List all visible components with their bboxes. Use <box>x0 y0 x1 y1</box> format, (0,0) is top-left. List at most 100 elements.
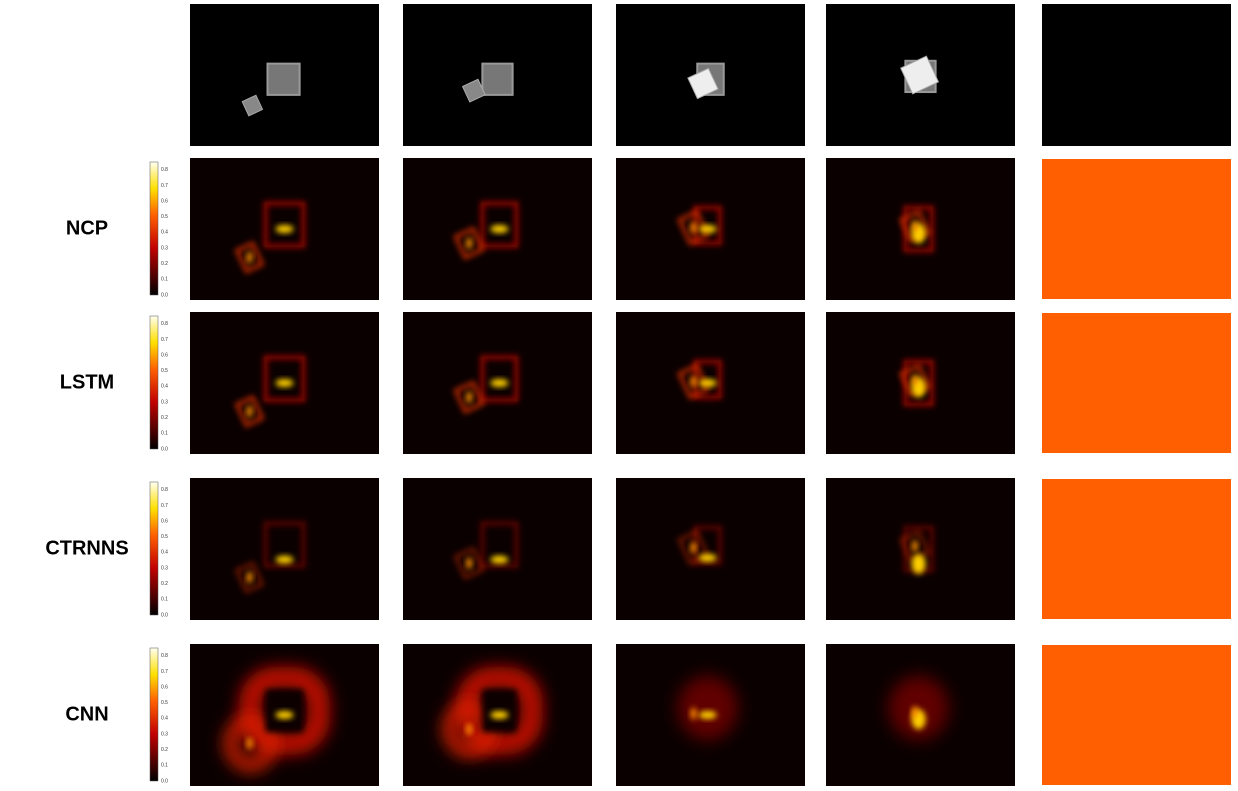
colorbar-tick: 0.0 <box>161 612 168 618</box>
colorbar-tick: 0.4 <box>161 550 168 556</box>
target-box <box>481 62 514 96</box>
glow <box>676 209 711 246</box>
colorbar-tick: 0.7 <box>161 669 168 675</box>
hotspot <box>275 379 294 387</box>
colorbar-tick: 0.2 <box>161 747 168 753</box>
glow <box>263 355 306 403</box>
colorbar-tick: 0.3 <box>161 731 168 737</box>
colorbar-tick: 0.5 <box>161 214 168 220</box>
colorbar-tick: 0.0 <box>161 292 168 298</box>
hotspot <box>246 251 253 264</box>
hotspot <box>246 737 253 750</box>
glow <box>677 675 738 740</box>
heatmap-bg <box>826 478 1015 620</box>
colorbar-tick: 0.7 <box>161 337 168 343</box>
heatmap <box>190 312 379 454</box>
glow <box>234 560 265 594</box>
colorbar-tick: 0.1 <box>161 763 168 769</box>
colorbar-tick: 0.6 <box>161 352 168 358</box>
hotspot <box>466 237 473 250</box>
input-frame <box>1042 4 1231 146</box>
glow <box>453 546 486 581</box>
colorbar-tick: 0.2 <box>161 581 168 587</box>
heatmap <box>616 478 805 620</box>
colorbar-tick: 0.2 <box>161 415 168 421</box>
hotspot <box>698 711 717 719</box>
colorbar-tick: 0.8 <box>161 487 168 493</box>
colorbar-tick: 0.4 <box>161 230 168 236</box>
colorbar-tick: 0.5 <box>161 368 168 374</box>
colorbar-tick: 0.4 <box>161 716 168 722</box>
hotspot <box>490 555 509 564</box>
heatmap-bg <box>403 478 592 620</box>
glow <box>234 394 265 428</box>
colorbar-tick: 0.3 <box>161 565 168 571</box>
colorbar-tick: 0.6 <box>161 684 168 690</box>
colorbar-tick: 0.1 <box>161 431 168 437</box>
hotspot <box>275 711 294 719</box>
colorbar <box>149 315 159 450</box>
hotspot <box>911 374 918 387</box>
row-label: CTRNNS <box>45 537 128 559</box>
heatmap <box>190 644 379 786</box>
hotspot <box>490 711 509 719</box>
colorbar-tick: 0.0 <box>161 446 168 452</box>
hotspot <box>690 707 697 720</box>
row-label: LSTM <box>60 371 114 393</box>
blank-map <box>1042 645 1231 785</box>
glow <box>239 667 330 755</box>
colorbar-tick: 0.5 <box>161 534 168 540</box>
hotspot <box>466 391 473 404</box>
colorbar-tick: 0.7 <box>161 503 168 509</box>
colorbar-tick: 0.0 <box>161 778 168 784</box>
colorbar-tick: 0.8 <box>161 167 168 173</box>
glow <box>263 521 306 569</box>
heatmap <box>616 312 805 454</box>
glow <box>224 715 277 772</box>
heatmap <box>826 478 1015 620</box>
hotspot <box>466 557 473 570</box>
hotspot <box>911 706 918 719</box>
glow <box>480 355 519 403</box>
blank-map <box>1042 313 1231 453</box>
colorbar-tick: 0.4 <box>161 384 168 390</box>
colorbar-tick: 0.5 <box>161 700 168 706</box>
colorbar-tick: 0.8 <box>161 321 168 327</box>
hotspot <box>690 221 697 234</box>
hotspot <box>690 375 697 388</box>
glow <box>453 226 486 261</box>
drone-box <box>900 55 940 95</box>
glow <box>676 529 711 566</box>
hotspot <box>246 405 253 418</box>
colorbar-tick: 0.3 <box>161 399 168 405</box>
hole <box>265 689 304 733</box>
colorbar-tick: 0.7 <box>161 183 168 189</box>
hole <box>482 689 517 733</box>
hotspot <box>490 379 509 387</box>
heatmap <box>403 478 592 620</box>
heatmap <box>190 158 379 300</box>
heatmap <box>826 644 1015 786</box>
glow <box>480 201 519 249</box>
colorbar-tick: 0.2 <box>161 261 168 267</box>
colorbar-tick: 0.3 <box>161 245 168 251</box>
hotspot <box>275 555 294 564</box>
heatmap <box>826 312 1015 454</box>
heatmap <box>616 158 805 300</box>
glow <box>234 240 265 274</box>
heatmap-bg <box>616 478 805 620</box>
heatmap-bg <box>190 478 379 620</box>
glow <box>263 201 306 249</box>
drone-box <box>241 94 264 117</box>
glow <box>453 380 486 415</box>
colorbar <box>149 481 159 616</box>
hotspot <box>698 225 717 233</box>
colorbar <box>149 647 159 782</box>
hotspot <box>698 553 717 562</box>
glow <box>888 675 949 740</box>
hotspot <box>911 553 926 574</box>
heatmap <box>403 158 592 300</box>
heatmap <box>826 158 1015 300</box>
hotspot <box>911 220 918 233</box>
colorbar-tick: 0.6 <box>161 198 168 204</box>
